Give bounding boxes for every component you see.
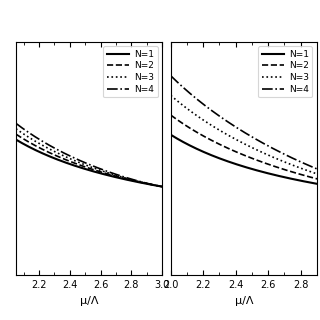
- Line: N=2: N=2: [171, 115, 320, 183]
- N=3: [134, 179, 138, 183]
- N=2: [257, 159, 260, 163]
- N=4: [257, 139, 260, 143]
- N=1: [93, 170, 97, 174]
- N=1: [257, 169, 260, 173]
- N=3: [257, 149, 260, 153]
- N=2: [169, 113, 173, 117]
- Line: N=3: N=3: [171, 95, 320, 179]
- Line: N=1: N=1: [171, 135, 320, 187]
- N=3: [156, 184, 160, 188]
- N=4: [160, 185, 164, 188]
- N=3: [265, 153, 269, 156]
- N=2: [134, 179, 138, 183]
- N=2: [302, 173, 306, 177]
- N=2: [93, 168, 97, 172]
- N=1: [246, 166, 250, 170]
- N=4: [246, 132, 250, 136]
- N=3: [246, 144, 250, 148]
- N=3: [247, 144, 251, 148]
- N=2: [101, 171, 105, 174]
- N=4: [84, 161, 88, 165]
- N=2: [246, 155, 250, 159]
- N=2: [84, 165, 88, 169]
- N=3: [169, 93, 173, 97]
- Legend: N=1, N=2, N=3, N=4: N=1, N=2, N=3, N=4: [103, 46, 157, 98]
- N=1: [84, 167, 88, 171]
- N=4: [265, 144, 269, 148]
- N=2: [84, 165, 87, 169]
- N=2: [265, 162, 269, 166]
- N=1: [134, 180, 138, 183]
- Line: N=4: N=4: [16, 124, 162, 187]
- N=2: [160, 185, 164, 188]
- N=1: [302, 180, 306, 183]
- N=1: [160, 185, 164, 188]
- N=1: [247, 166, 251, 170]
- N=4: [169, 74, 173, 78]
- N=4: [302, 161, 306, 165]
- N=3: [302, 167, 306, 171]
- X-axis label: μ/Λ: μ/Λ: [80, 296, 98, 306]
- N=4: [156, 184, 160, 188]
- N=4: [247, 133, 251, 137]
- N=3: [160, 185, 164, 188]
- N=1: [169, 133, 173, 137]
- Legend: N=1, N=2, N=3, N=4: N=1, N=2, N=3, N=4: [258, 46, 312, 98]
- N=3: [84, 163, 88, 167]
- Line: N=4: N=4: [171, 76, 320, 175]
- N=4: [101, 168, 105, 172]
- Line: N=2: N=2: [16, 134, 162, 187]
- N=1: [84, 167, 87, 171]
- N=3: [14, 127, 18, 131]
- Line: N=3: N=3: [16, 129, 162, 187]
- N=3: [93, 166, 97, 170]
- N=4: [84, 161, 87, 165]
- N=3: [84, 163, 87, 167]
- N=1: [265, 171, 269, 175]
- N=1: [156, 184, 160, 188]
- X-axis label: μ/Λ: μ/Λ: [235, 296, 253, 306]
- N=3: [101, 169, 105, 173]
- N=4: [93, 165, 97, 169]
- N=2: [14, 132, 18, 136]
- N=1: [14, 138, 18, 141]
- N=2: [247, 155, 251, 159]
- N=2: [156, 184, 160, 188]
- N=1: [101, 172, 105, 176]
- N=4: [14, 122, 18, 125]
- N=4: [134, 179, 138, 182]
- Line: N=1: N=1: [16, 140, 162, 187]
